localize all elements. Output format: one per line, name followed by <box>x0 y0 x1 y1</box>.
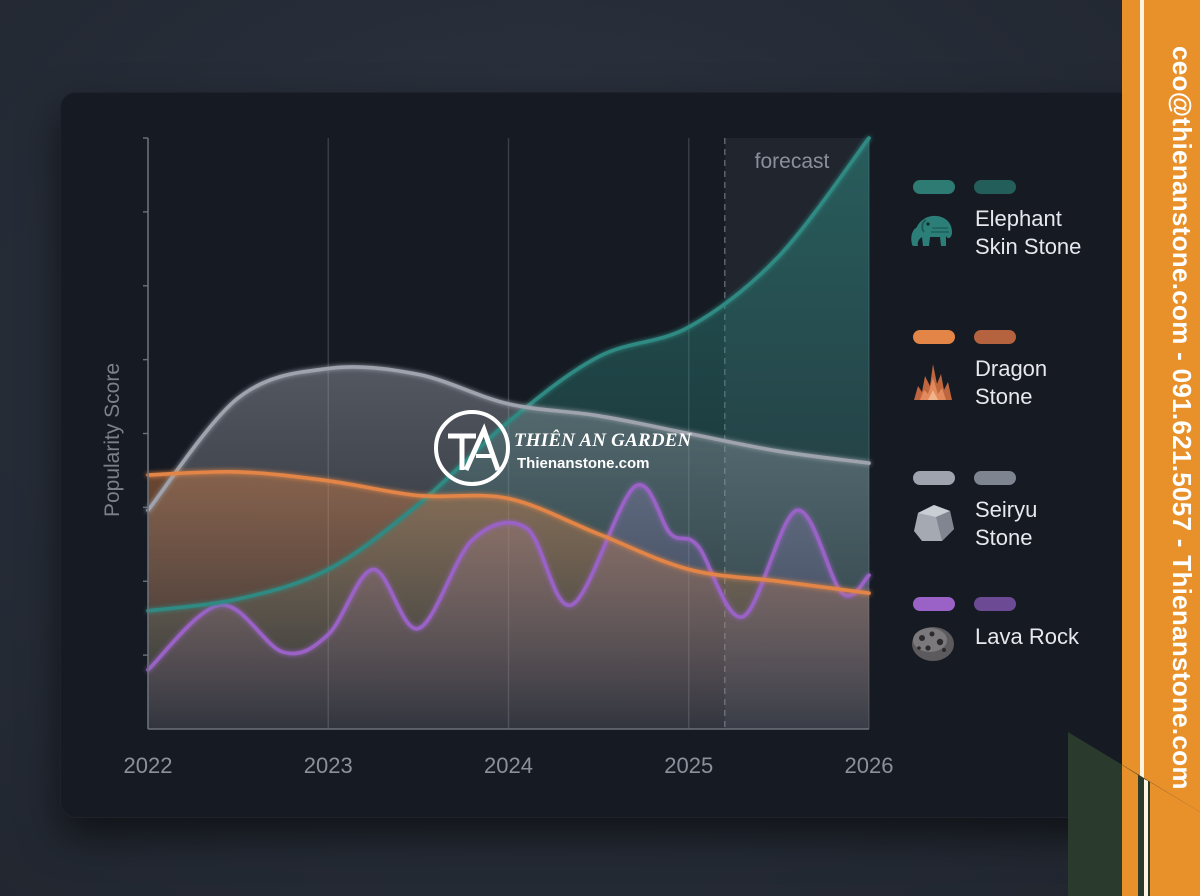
legend-label-seiryu-2: Stone <box>975 525 1033 550</box>
x-tick-label: 2022 <box>124 753 173 778</box>
elephant-icon <box>911 215 952 246</box>
x-tick-label: 2023 <box>304 753 353 778</box>
legend-label-dragon-1: Dragon <box>975 356 1048 381</box>
legend-label-dragon-2: Stone <box>975 384 1033 409</box>
side-banner <box>1122 0 1200 896</box>
legend-swatch-elephant-1 <box>913 180 955 194</box>
line-dragon-stone <box>146 469 871 595</box>
area-dragon-stone <box>148 471 869 729</box>
line-lava-rock <box>146 483 871 672</box>
watermark-logo <box>434 410 510 486</box>
legend-swatch-dragon-1 <box>913 330 955 344</box>
banner-green-corner <box>1068 732 1200 896</box>
x-tick-label: 2024 <box>484 753 533 778</box>
legend-label-seiryu-1: Seiryu <box>975 497 1038 522</box>
y-axis-label: Popularity Score <box>101 363 124 517</box>
rock-icon <box>914 505 954 541</box>
forecast-label: forecast <box>755 150 830 173</box>
watermark-subtitle: Thienanstone.com <box>517 455 650 472</box>
flame-icon <box>914 364 952 400</box>
line-elephant-skin-stone <box>146 136 871 613</box>
side-banner-text: ceo@thienanstone.com - 091.621.5057 - Th… <box>1167 46 1197 790</box>
x-tick-label: 2026 <box>845 753 894 778</box>
watermark-title: THIÊN AN GARDEN <box>514 430 692 451</box>
legend-swatch-seiryu-1 <box>913 471 955 485</box>
legend-swatch-dragon-2 <box>974 330 1016 344</box>
banner-stripe <box>1140 0 1144 790</box>
legend-label-elephant-2: Skin Stone <box>975 234 1082 259</box>
x-tick-label: 2025 <box>664 753 713 778</box>
legend-swatch-elephant-2 <box>974 180 1016 194</box>
legend-label-lava: Lava Rock <box>975 624 1079 649</box>
legend-swatch-lava-1 <box>913 597 955 611</box>
lava-rock-icon <box>912 627 954 661</box>
legend-swatch-lava-2 <box>974 597 1016 611</box>
legend-swatch-seiryu-2 <box>974 471 1016 485</box>
legend-label-elephant-1: Elephant <box>975 206 1062 231</box>
line-seiryu-stone <box>146 365 871 513</box>
